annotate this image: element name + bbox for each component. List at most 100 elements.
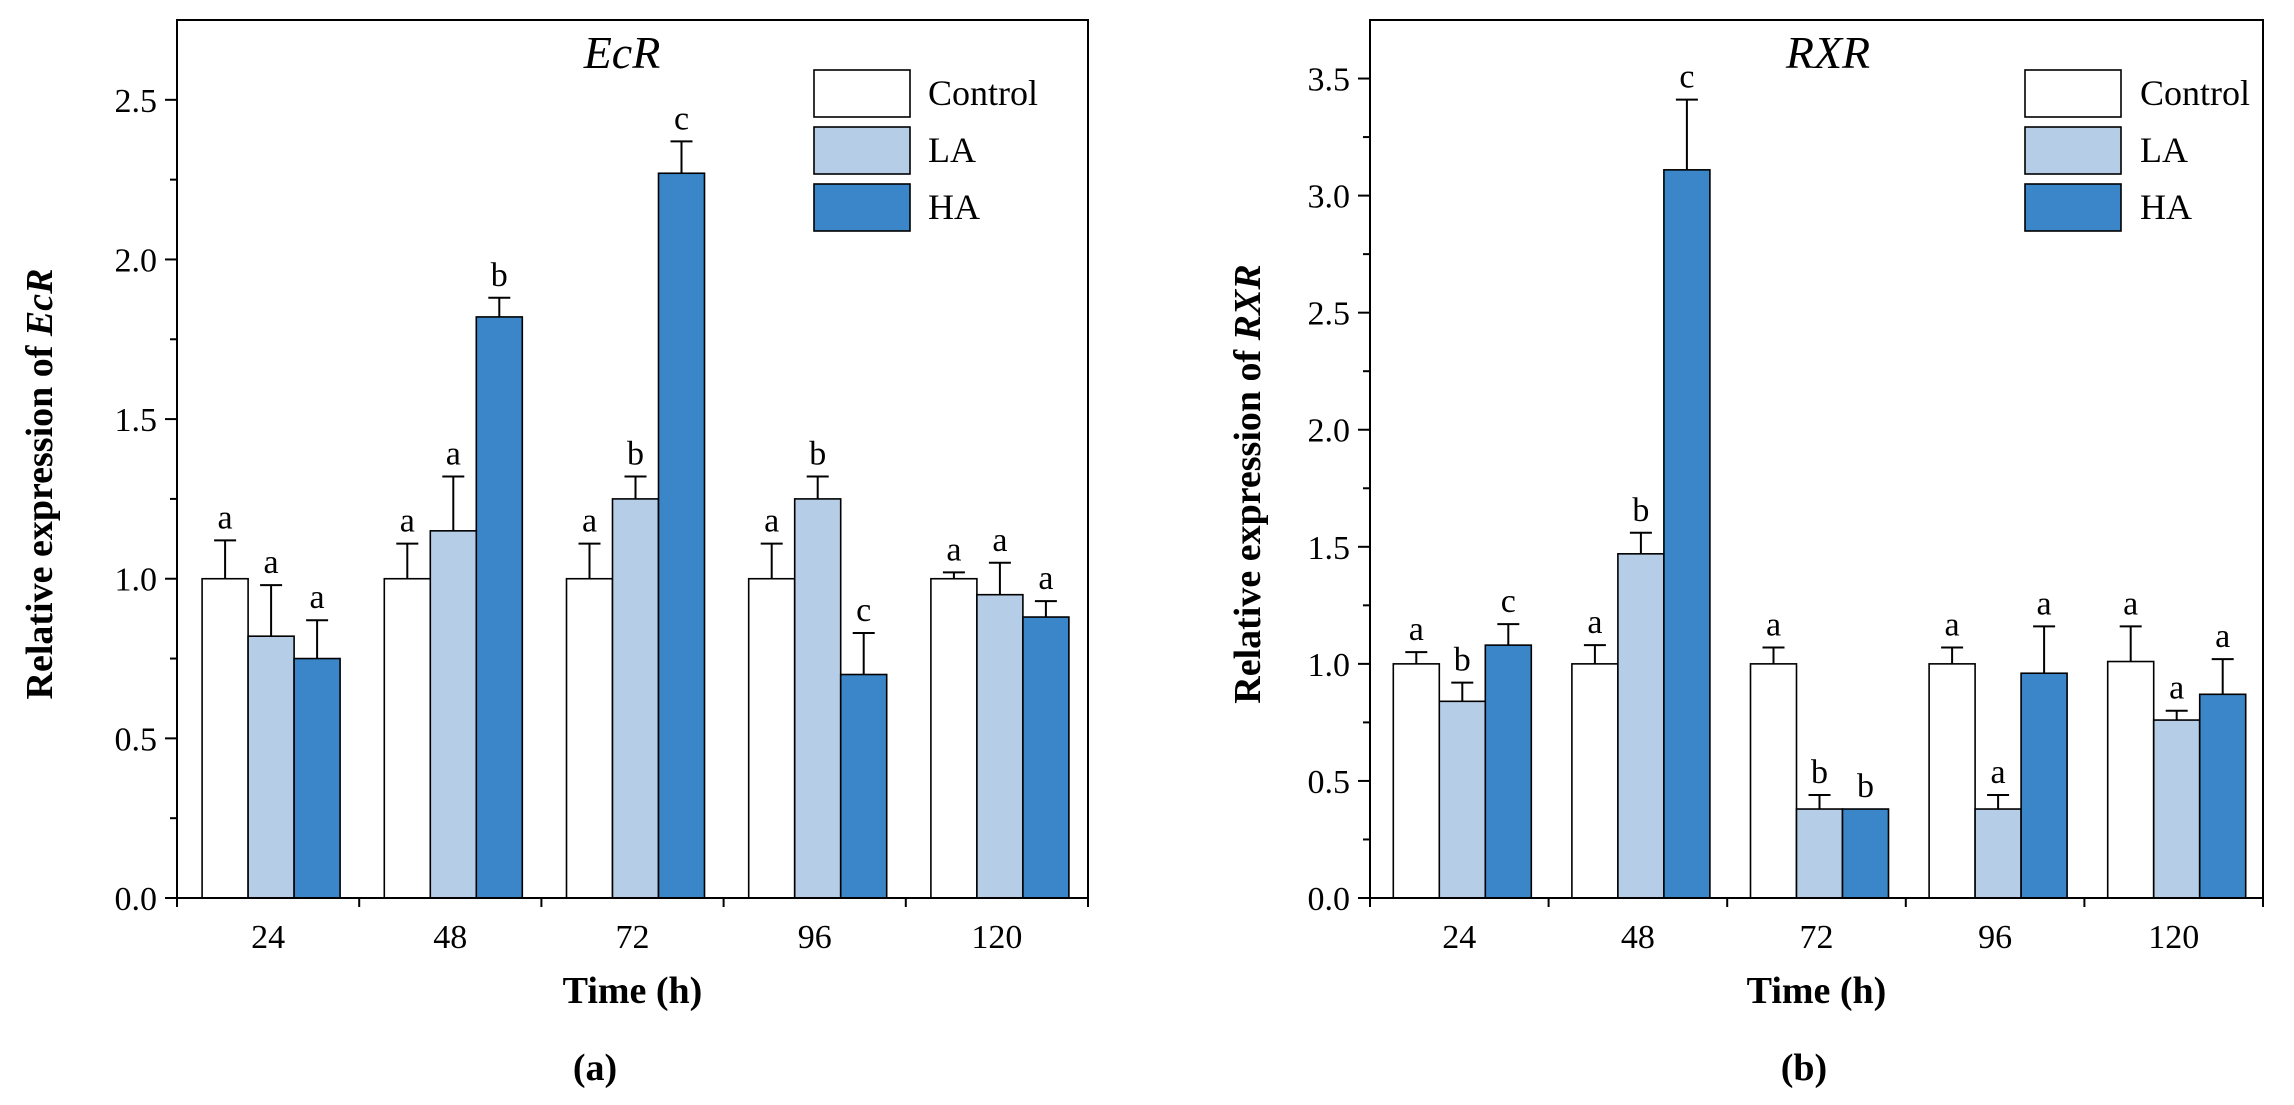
bar-LA-24 [1438,700,1487,899]
significance-label: a [582,503,597,540]
bar-Control-96 [1928,663,1976,899]
bar-LA-48 [1617,553,1665,899]
legend-label: LA [928,130,976,170]
x-tick-label: 72 [616,919,650,956]
y-tick-label: 2.5 [115,83,158,120]
significance-label: a [2169,670,2184,707]
bar-HA-24 [293,657,341,899]
significance-label: a [2037,585,2052,622]
x-tick-label: 24 [1442,919,1476,956]
bar-LA-96 [1974,808,2022,899]
bar-HA-96 [2020,672,2068,899]
significance-label: a [1587,604,1602,641]
significance-label: a [1038,560,1053,597]
bar-Control-120 [2106,660,2155,899]
significance-label: a [264,544,279,581]
significance-label: c [1501,583,1516,620]
significance-label: c [856,592,871,629]
x-tick-label: 96 [798,919,832,956]
bar-HA-120 [1022,616,1070,899]
bar-LA-24 [247,635,295,899]
significance-label: a [764,503,779,540]
bar-LA-48 [429,530,478,899]
y-tick-label: 2.0 [115,242,158,279]
legend-label: Control [928,73,1038,113]
bar-HA-24 [1484,644,1533,899]
bar-Control-24 [201,577,249,899]
x-tick-label: 120 [2148,919,2199,956]
significance-label: b [1857,768,1874,805]
bar-LA-72 [1795,808,1844,899]
bar-HA-48 [475,316,524,899]
significance-label: b [1454,642,1471,679]
bar-Control-48 [383,577,432,899]
bar-HA-72 [657,172,706,899]
y-axis-label: Relative expression of EcR [19,269,61,700]
y-tick-label: 3.0 [1308,179,1351,216]
chart-title: RXR [1785,27,1870,78]
significance-label: a [446,436,461,473]
significance-label: b [809,436,826,473]
bar-HA-120 [2198,693,2247,899]
legend-swatch-HA [2024,183,2122,232]
y-tick-label: 1.0 [115,562,158,599]
bar-Control-72 [1749,663,1798,899]
legend: Control LA HA [813,69,1038,232]
plot-frame [176,19,1089,899]
x-axis-label: Time (h) [563,970,703,1012]
x-tick-label: 48 [1621,919,1655,956]
legend-swatch-HA [813,183,911,232]
significance-label: b [627,436,644,473]
plot-frame [1369,19,2264,899]
bar-Control-24 [1392,663,1441,899]
legend-swatch-LA [2024,126,2122,175]
bar-Control-48 [1571,663,1619,899]
y-tick-label: 2.0 [1308,413,1351,450]
x-tick-label: 96 [1978,919,2012,956]
y-axis-label-gene: RXR [1227,264,1269,341]
legend-label: HA [2140,187,2192,227]
significance-label: a [218,499,233,536]
legend-swatch-Control [813,69,911,118]
y-axis-label: Relative expression of RXR [1227,264,1269,703]
legend-swatch-LA [813,126,911,175]
y-axis-label-prefix: Relative expression of [19,336,61,699]
bar-HA-48 [1663,169,1711,899]
bar-LA-72 [611,498,660,899]
y-axis-label-prefix: Relative expression of [1227,340,1269,703]
legend-swatch-Control [2024,69,2122,118]
bar-LA-96 [793,498,842,899]
y-axis-label-gene: EcR [19,269,61,338]
significance-label: a [2215,618,2230,655]
x-tick-label: 72 [1800,919,1834,956]
significance-label: c [674,100,689,137]
y-tick-label: 3.5 [1308,62,1351,99]
chart-title: EcR [583,27,661,78]
significance-label: a [2123,585,2138,622]
significance-label: a [1409,611,1424,648]
significance-label: a [1991,754,2006,791]
y-tick-label: 1.5 [115,402,158,439]
x-tick-label: 24 [251,919,285,956]
significance-label: a [400,503,415,540]
x-tick-label: 120 [971,919,1022,956]
y-tick-label: 0.0 [115,881,158,918]
bar-Control-72 [565,577,614,899]
panel-label: (b) [1781,1047,1827,1089]
significance-label: b [1811,754,1828,791]
legend-label: HA [928,187,980,227]
y-tick-label: 1.5 [1308,530,1351,567]
significance-label: c [1679,59,1694,96]
legend: Control LA HA [2024,69,2250,232]
significance-label: a [310,579,325,616]
y-tick-label: 0.5 [115,721,158,758]
legend-label: LA [2140,130,2188,170]
y-tick-label: 0.5 [1308,764,1351,801]
bar-HA-96 [839,673,888,899]
significance-label: b [1632,492,1649,529]
bar-Control-96 [747,577,796,899]
y-tick-label: 2.5 [1308,296,1351,333]
bar-LA-120 [976,593,1024,899]
significance-label: a [946,531,961,568]
